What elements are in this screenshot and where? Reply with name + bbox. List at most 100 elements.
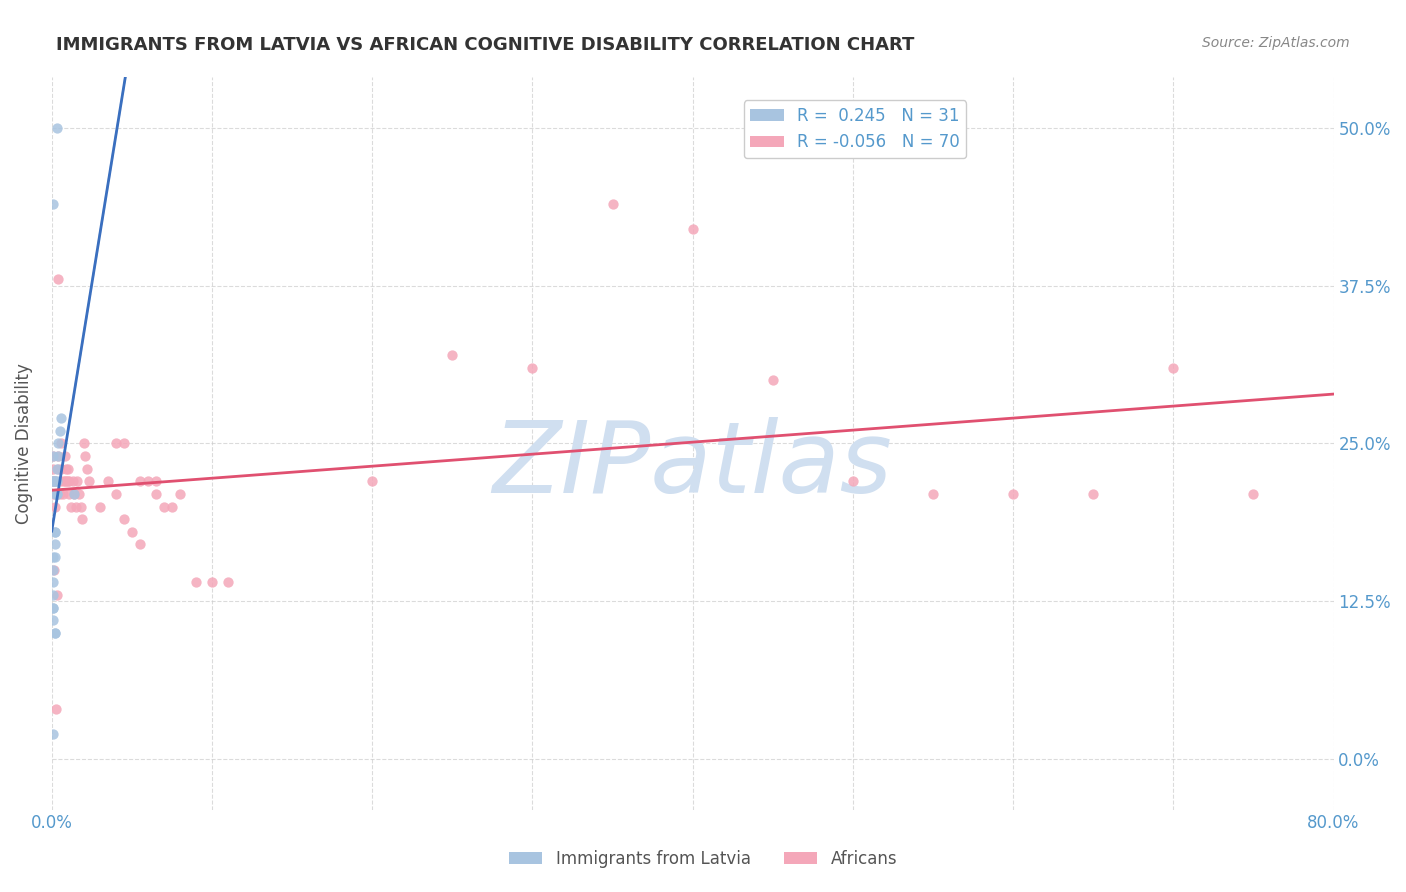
Point <box>46 436 69 450</box>
Text: Source: ZipAtlas.com: Source: ZipAtlas.com <box>1202 36 1350 50</box>
Point <box>63 487 86 501</box>
Point <box>42 487 65 501</box>
Point <box>922 487 945 501</box>
Point <box>56 461 79 475</box>
Point <box>76 461 98 475</box>
Point <box>46 272 69 286</box>
Point <box>45 487 67 501</box>
Point <box>44 550 66 565</box>
Point <box>169 487 191 501</box>
Text: ZIPatlas: ZIPatlas <box>492 417 893 514</box>
Point <box>75 449 97 463</box>
Point <box>128 537 150 551</box>
Legend: Immigrants from Latvia, Africans: Immigrants from Latvia, Africans <box>502 844 904 875</box>
Point <box>44 500 66 514</box>
Point <box>45 701 67 715</box>
Text: IMMIGRANTS FROM LATVIA VS AFRICAN COGNITIVE DISABILITY CORRELATION CHART: IMMIGRANTS FROM LATVIA VS AFRICAN COGNIT… <box>56 36 915 54</box>
Point <box>128 475 150 489</box>
Legend: R =  0.245   N = 31, R = -0.056   N = 70: R = 0.245 N = 31, R = -0.056 N = 70 <box>744 101 966 158</box>
Point <box>42 475 65 489</box>
Point <box>160 500 183 514</box>
Point <box>112 436 135 450</box>
Point <box>45 475 67 489</box>
Point <box>44 625 66 640</box>
Point <box>77 475 100 489</box>
Point <box>51 436 73 450</box>
Point <box>69 500 91 514</box>
Point <box>42 449 65 463</box>
Point <box>46 461 69 475</box>
Point <box>89 500 111 514</box>
Point <box>201 575 224 590</box>
Y-axis label: Cognitive Disability: Cognitive Disability <box>15 363 32 524</box>
Point <box>46 449 69 463</box>
Point <box>45 487 67 501</box>
Point <box>56 475 79 489</box>
Point <box>59 500 82 514</box>
Point <box>602 196 624 211</box>
Point <box>522 360 544 375</box>
Point <box>53 449 76 463</box>
Point <box>44 487 66 501</box>
Point <box>104 487 127 501</box>
Point <box>217 575 239 590</box>
Point <box>49 424 72 438</box>
Point <box>51 461 73 475</box>
Point <box>42 600 65 615</box>
Point <box>53 475 76 489</box>
Point <box>45 487 67 501</box>
Point <box>682 222 704 236</box>
Point <box>45 120 67 135</box>
Point <box>762 373 785 387</box>
Point <box>49 475 72 489</box>
Point <box>184 575 207 590</box>
Point <box>62 475 84 489</box>
Point <box>842 475 865 489</box>
Point <box>104 436 127 450</box>
Point <box>65 500 87 514</box>
Point <box>42 475 65 489</box>
Point <box>44 475 66 489</box>
Point <box>145 475 167 489</box>
Point <box>42 563 65 577</box>
Point <box>44 524 66 539</box>
Point <box>136 475 159 489</box>
Point <box>55 461 77 475</box>
Point <box>153 500 176 514</box>
Point <box>51 411 73 425</box>
Point <box>44 537 66 551</box>
Point <box>45 588 67 602</box>
Point <box>63 487 86 501</box>
Point <box>42 575 65 590</box>
Point <box>73 436 96 450</box>
Point <box>44 625 66 640</box>
Point <box>52 487 75 501</box>
Point <box>42 461 65 475</box>
Point <box>97 475 120 489</box>
Point <box>42 727 65 741</box>
Point <box>1002 487 1025 501</box>
Point <box>52 475 75 489</box>
Point <box>361 475 384 489</box>
Point <box>42 588 65 602</box>
Point <box>58 487 80 501</box>
Point <box>42 475 65 489</box>
Point <box>42 449 65 463</box>
Point <box>44 563 66 577</box>
Point <box>44 524 66 539</box>
Point <box>49 487 72 501</box>
Point <box>42 613 65 627</box>
Point <box>441 348 464 362</box>
Point <box>55 475 77 489</box>
Point <box>1161 360 1184 375</box>
Point <box>1083 487 1105 501</box>
Point <box>121 524 143 539</box>
Point <box>46 449 69 463</box>
Point <box>42 550 65 565</box>
Point <box>45 461 67 475</box>
Point <box>1241 487 1264 501</box>
Point <box>42 196 65 211</box>
Point <box>42 600 65 615</box>
Point <box>145 487 167 501</box>
Point <box>58 475 80 489</box>
